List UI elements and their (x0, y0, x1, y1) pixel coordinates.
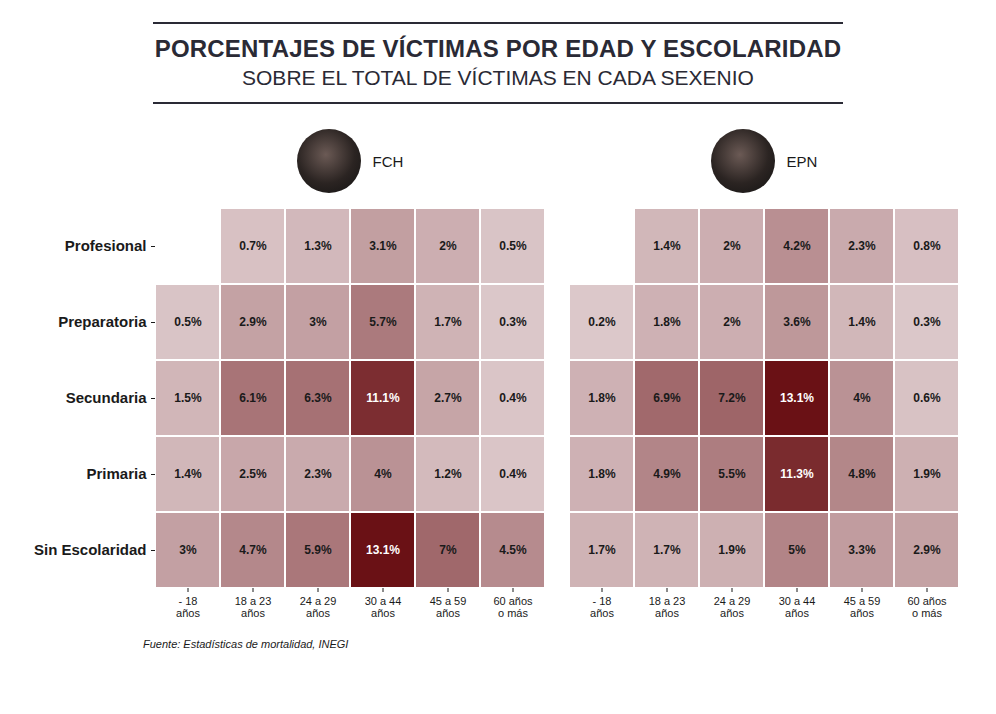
svg-text:Profesional: Profesional (65, 237, 147, 254)
html-text:PORCENTAJES DE VÍCTIMAS POR ED: PORCENTAJES DE VÍCTIMAS POR EDAD Y ESCOL… (154, 35, 842, 62)
svg-text:13.1%: 13.1% (366, 543, 400, 557)
svg-text:1.9%: 1.9% (718, 543, 746, 557)
svg-text:3%: 3% (309, 315, 327, 329)
svg-text:0.6%: 0.6% (913, 391, 941, 405)
svg-text:1.5%: 1.5% (174, 391, 202, 405)
svg-text:1.8%: 1.8% (588, 467, 616, 481)
svg-text:11.3%: 11.3% (780, 467, 814, 481)
svg-text:1.9%: 1.9% (913, 467, 941, 481)
svg-text:Secundaria: Secundaria (66, 389, 148, 406)
svg-text:Sin Escolaridad: Sin Escolaridad (34, 541, 147, 558)
svg-text:0.7%: 0.7% (239, 239, 267, 253)
svg-text:2%: 2% (723, 315, 741, 329)
svg-text:4%: 4% (374, 467, 392, 481)
svg-text:1.8%: 1.8% (588, 391, 616, 405)
svg-text:2.3%: 2.3% (304, 467, 332, 481)
svg-text:1.4%: 1.4% (174, 467, 202, 481)
svg-text:3%: 3% (179, 543, 197, 557)
svg-text:2.9%: 2.9% (913, 543, 941, 557)
svg-text:- 18años: - 18años (176, 595, 200, 619)
svg-text:0.4%: 0.4% (499, 467, 527, 481)
svg-text:11.1%: 11.1% (366, 391, 400, 405)
svg-text:5%: 5% (788, 543, 806, 557)
svg-text:2.7%: 2.7% (434, 391, 462, 405)
svg-text:2.3%: 2.3% (848, 239, 876, 253)
html-text:Fuente: Estadísticas de mortal: Fuente: Estadísticas de mortalidad, INEG… (143, 638, 349, 650)
svg-text:5.7%: 5.7% (369, 315, 397, 329)
svg-text:4.9%: 4.9% (653, 467, 681, 481)
svg-text:0.2%: 0.2% (588, 315, 616, 329)
svg-text:30 a 44años: 30 a 44años (365, 595, 402, 619)
svg-text:0.5%: 0.5% (174, 315, 202, 329)
svg-text:24 a 29años: 24 a 29años (300, 595, 337, 619)
svg-text:1.4%: 1.4% (653, 239, 681, 253)
svg-text:5.9%: 5.9% (304, 543, 332, 557)
html-text:SOBRE EL TOTAL DE VÍCTIMAS EN: SOBRE EL TOTAL DE VÍCTIMAS EN CADA SEXEN… (242, 66, 754, 89)
svg-text:0.8%: 0.8% (913, 239, 941, 253)
svg-text:1.7%: 1.7% (434, 315, 462, 329)
svg-text:4%: 4% (853, 391, 871, 405)
svg-text:0.4%: 0.4% (499, 391, 527, 405)
svg-text:45 a 59años: 45 a 59años (844, 595, 881, 619)
svg-text:3.3%: 3.3% (848, 543, 876, 557)
html-text:FCH: FCH (372, 152, 404, 170)
svg-text:7.2%: 7.2% (718, 391, 746, 405)
svg-text:0.3%: 0.3% (913, 315, 941, 329)
svg-text:13.1%: 13.1% (780, 391, 814, 405)
svg-text:1.4%: 1.4% (848, 315, 876, 329)
svg-text:30 a 44años: 30 a 44años (779, 595, 816, 619)
svg-text:60 añoso más: 60 añoso más (493, 595, 533, 619)
svg-text:1.7%: 1.7% (653, 543, 681, 557)
svg-text:3.6%: 3.6% (783, 315, 811, 329)
svg-text:1.7%: 1.7% (588, 543, 616, 557)
svg-text:18 a 23años: 18 a 23años (235, 595, 272, 619)
svg-text:Preparatoria: Preparatoria (58, 313, 147, 330)
svg-text:0.3%: 0.3% (499, 315, 527, 329)
svg-text:4.5%: 4.5% (499, 543, 527, 557)
svg-text:6.3%: 6.3% (304, 391, 332, 405)
html-text:EPN: EPN (786, 152, 818, 170)
svg-text:7%: 7% (439, 543, 457, 557)
svg-text:- 18años: - 18años (590, 595, 614, 619)
svg-text:4.2%: 4.2% (783, 239, 811, 253)
svg-text:4.8%: 4.8% (848, 467, 876, 481)
svg-text:1.8%: 1.8% (653, 315, 681, 329)
svg-text:60 añoso más: 60 añoso más (907, 595, 947, 619)
svg-text:0.5%: 0.5% (499, 239, 527, 253)
svg-text:1.2%: 1.2% (434, 467, 462, 481)
svg-text:24 a 29años: 24 a 29años (714, 595, 751, 619)
svg-text:2%: 2% (723, 239, 741, 253)
svg-text:45 a 59años: 45 a 59años (430, 595, 467, 619)
svg-text:Primaria: Primaria (86, 465, 147, 482)
svg-text:2%: 2% (439, 239, 457, 253)
svg-text:6.1%: 6.1% (239, 391, 267, 405)
svg-text:6.9%: 6.9% (653, 391, 681, 405)
svg-text:5.5%: 5.5% (718, 467, 746, 481)
svg-text:2.5%: 2.5% (239, 467, 267, 481)
svg-text:2.9%: 2.9% (239, 315, 267, 329)
svg-text:3.1%: 3.1% (369, 239, 397, 253)
svg-text:4.7%: 4.7% (239, 543, 267, 557)
svg-text:18 a 23años: 18 a 23años (649, 595, 686, 619)
svg-text:1.3%: 1.3% (304, 239, 332, 253)
